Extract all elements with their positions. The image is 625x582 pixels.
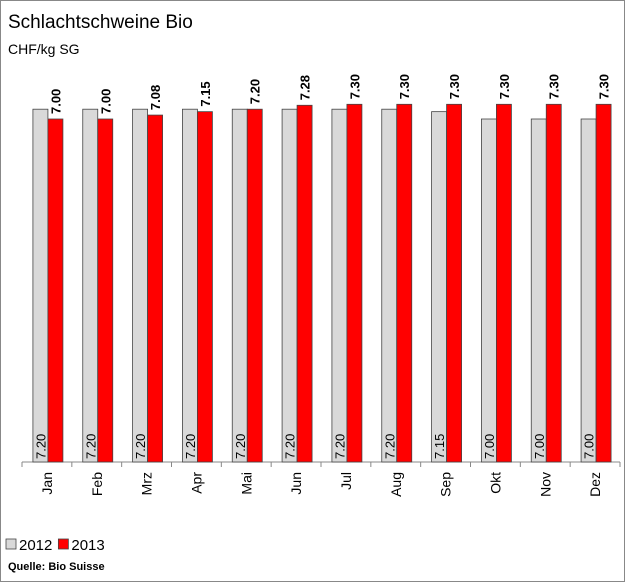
bar bbox=[82, 108, 99, 463]
bar bbox=[580, 118, 597, 463]
legend-swatch bbox=[5, 538, 17, 550]
bar bbox=[197, 111, 213, 463]
value-label: 7.20 bbox=[133, 434, 148, 459]
value-label: 7.20 bbox=[332, 434, 347, 459]
value-label: 7.15 bbox=[198, 81, 213, 106]
bar bbox=[396, 103, 413, 463]
bar bbox=[496, 103, 512, 463]
subtitle: CHF/kg SG bbox=[8, 41, 80, 57]
chart-title: Schlachtschweine Bio bbox=[8, 12, 193, 33]
x-tick-label: Mai bbox=[238, 472, 254, 495]
bar bbox=[431, 111, 447, 463]
x-tick-label: Jan bbox=[39, 472, 55, 495]
value-label: 7.20 bbox=[283, 434, 298, 459]
value-label: 7.15 bbox=[432, 434, 447, 459]
bar bbox=[530, 118, 547, 463]
bar bbox=[132, 108, 148, 463]
value-label: 7.20 bbox=[83, 434, 98, 459]
bar bbox=[346, 103, 363, 463]
value-label: 7.00 bbox=[582, 434, 597, 459]
value-label: 7.30 bbox=[447, 74, 462, 99]
x-tick-label: Dez bbox=[587, 472, 603, 497]
legend-swatch bbox=[57, 538, 69, 550]
x-tick-label: Aug bbox=[388, 472, 404, 497]
bar bbox=[331, 108, 348, 463]
x-tick-label: Sep bbox=[438, 472, 454, 497]
x-tick-label: Apr bbox=[188, 472, 204, 494]
value-label: 7.08 bbox=[148, 85, 163, 110]
value-label: 7.00 bbox=[48, 89, 63, 114]
bar bbox=[47, 118, 64, 463]
bar bbox=[281, 108, 298, 463]
value-label: 7.20 bbox=[248, 79, 263, 104]
bar bbox=[182, 108, 198, 463]
bar bbox=[147, 114, 163, 463]
value-label: 7.28 bbox=[298, 75, 313, 100]
value-label: 7.30 bbox=[497, 74, 512, 99]
value-label: 7.30 bbox=[347, 74, 362, 99]
bar bbox=[231, 108, 248, 463]
bar bbox=[595, 103, 612, 463]
x-tick-label: Nov bbox=[537, 472, 553, 497]
legend-label: 2013 bbox=[71, 537, 104, 554]
value-label: 7.20 bbox=[233, 434, 248, 459]
bar bbox=[296, 104, 313, 463]
x-tick-label: Okt bbox=[487, 472, 503, 494]
bar bbox=[545, 103, 562, 463]
value-label: 7.30 bbox=[597, 74, 612, 99]
x-tick-label: Feb bbox=[89, 472, 105, 496]
value-label: 7.30 bbox=[547, 74, 562, 99]
x-tick-label: Mrz bbox=[139, 472, 155, 495]
x-tick-label: Jun bbox=[288, 472, 304, 495]
bar bbox=[32, 108, 49, 463]
bar bbox=[97, 118, 114, 463]
x-tick-label: Jul bbox=[338, 472, 354, 490]
value-label: 7.20 bbox=[382, 434, 397, 459]
value-label: 7.30 bbox=[397, 74, 412, 99]
bar bbox=[446, 103, 462, 463]
value-label: 7.20 bbox=[33, 434, 48, 459]
bar bbox=[481, 118, 497, 463]
bar bbox=[381, 108, 398, 463]
bar bbox=[246, 108, 263, 463]
source: Quelle: Bio Suisse bbox=[8, 561, 105, 573]
value-label: 7.20 bbox=[183, 434, 198, 459]
legend-label: 2012 bbox=[19, 537, 52, 554]
value-label: 7.00 bbox=[482, 434, 497, 459]
value-label: 7.00 bbox=[532, 434, 547, 459]
value-label: 7.00 bbox=[98, 89, 113, 114]
